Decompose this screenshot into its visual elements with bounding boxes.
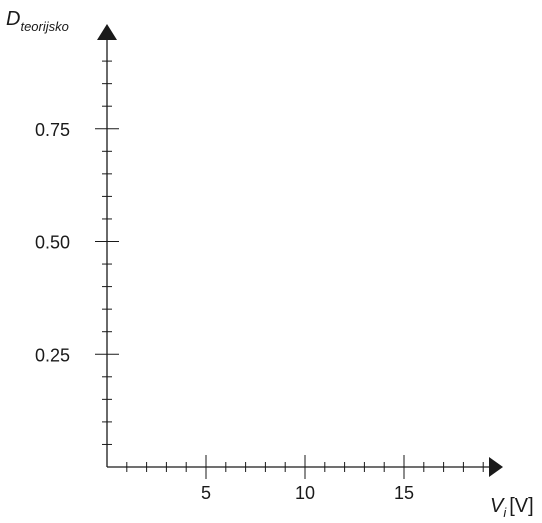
y-tick-label: 0.50 <box>35 233 70 253</box>
y-axis-tick-labels: 0.25 0.50 0.75 <box>35 120 70 366</box>
y-axis-label: Dteorijsko <box>6 8 69 34</box>
x-tick-label: 10 <box>295 483 315 503</box>
y-axis-ticks <box>95 60 119 445</box>
x-axis-tick-labels: 5 10 15 <box>201 483 414 503</box>
y-axis: 0.25 0.50 0.75 <box>35 24 119 467</box>
x-tick-label: 15 <box>394 483 414 503</box>
x-axis: 5 10 15 <box>107 455 503 503</box>
x-tick-label: 5 <box>201 483 211 503</box>
x-axis-arrowhead <box>489 457 503 477</box>
x-axis-label: Vi [V] <box>490 495 534 520</box>
x-axis-label-subscript: i <box>503 505 507 520</box>
x-axis-ticks <box>126 455 484 479</box>
x-axis-label-unit: [V] <box>509 495 533 517</box>
y-tick-label: 0.75 <box>35 120 70 140</box>
y-tick-label: 0.25 <box>35 345 70 365</box>
y-axis-label-subscript: teorijsko <box>20 19 68 34</box>
y-axis-label-base: D <box>6 8 20 30</box>
y-axis-arrowhead <box>97 24 117 40</box>
x-axis-label-base: V <box>490 495 505 517</box>
